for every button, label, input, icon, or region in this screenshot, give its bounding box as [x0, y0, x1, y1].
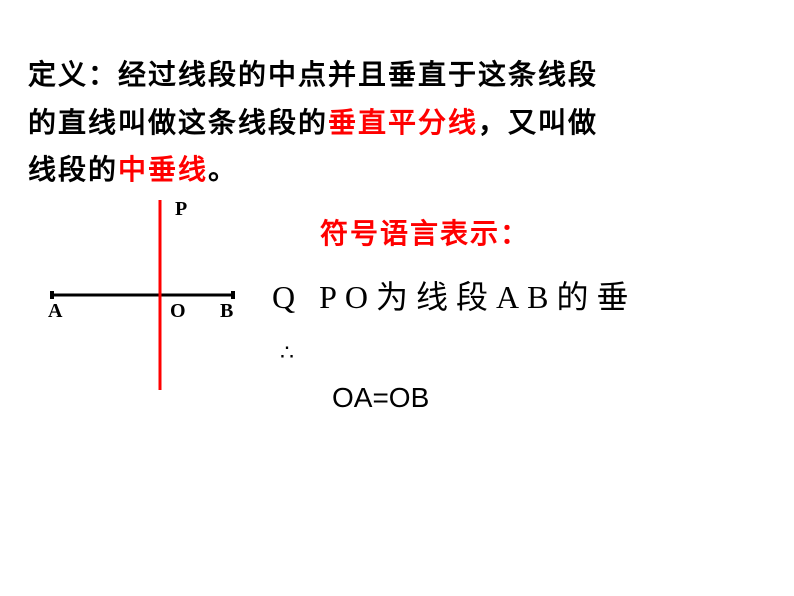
def-line3-red: 中垂线 — [118, 155, 208, 186]
def-line1: 定义：经过线段的中点并且垂直于这条线段 — [28, 60, 598, 91]
geometry-diagram: P A O B — [30, 195, 260, 395]
definition-text: 定义：经过线段的中点并且垂直于这条线段 的直线叫做这条线段的垂直平分线，又叫做 … — [28, 52, 768, 195]
label-p: P — [175, 198, 187, 220]
label-o: O — [170, 300, 186, 322]
def-line2-red: 垂直平分线 — [328, 108, 478, 139]
label-b: B — [220, 300, 233, 322]
symbol-language-header: 符号语言表示： — [320, 212, 530, 252]
point-a-tick — [50, 291, 54, 299]
def-line2-post: ，又叫做 — [478, 108, 598, 139]
point-b-tick — [231, 291, 235, 299]
symbol-statement: Q PO为线段AB的垂 — [272, 272, 636, 318]
def-line3-pre: 线段的 — [28, 155, 118, 186]
therefore-symbol: ∴ — [280, 340, 294, 366]
label-a: A — [48, 300, 63, 322]
def-line2-pre: 的直线叫做这条线段的 — [28, 108, 328, 139]
def-line3-post: 。 — [208, 155, 238, 186]
conclusion-equation: OA=OB — [332, 382, 429, 414]
